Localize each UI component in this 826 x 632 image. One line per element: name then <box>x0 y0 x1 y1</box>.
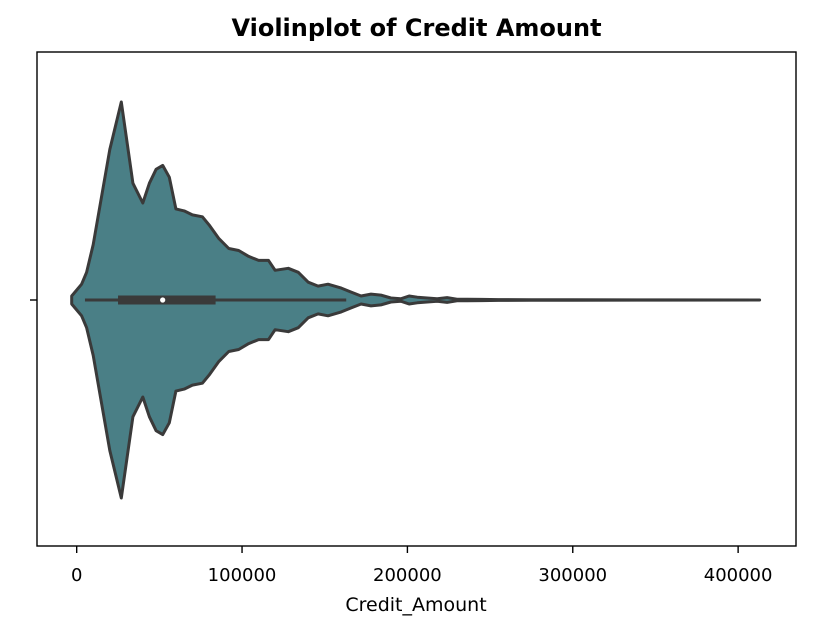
x-tick-label: 400000 <box>704 565 773 586</box>
x-axis-ticks: 0 100000 200000 300000 400000 <box>71 546 773 586</box>
box-iqr <box>118 295 216 305</box>
x-tick-label: 0 <box>71 565 82 586</box>
x-axis-label: Credit_Amount <box>345 594 486 616</box>
median-marker <box>160 297 166 303</box>
violin-body <box>70 100 762 500</box>
x-tick-label: 200000 <box>373 565 442 586</box>
plot-frame <box>36 51 797 547</box>
chart-title: Violinplot of Credit Amount <box>231 14 602 42</box>
x-tick-label: 100000 <box>208 565 277 586</box>
x-tick-label: 300000 <box>538 565 607 586</box>
